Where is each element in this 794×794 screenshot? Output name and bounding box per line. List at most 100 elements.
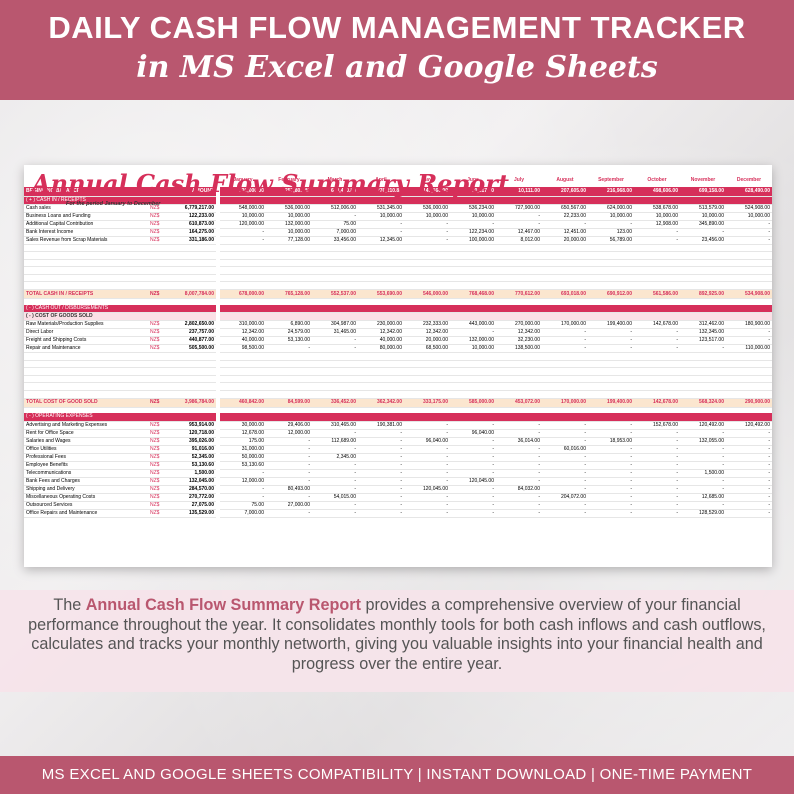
month-value: 190,381.00 [358, 421, 404, 430]
empty-cell [220, 266, 266, 275]
month-value: - [404, 509, 450, 518]
month-value: - [726, 509, 772, 518]
month-value: - [220, 493, 266, 502]
currency-cell: NZ$ [148, 477, 170, 486]
empty-cell [496, 259, 542, 268]
currency-cell: NZ$ [148, 461, 170, 470]
separator-cell [216, 244, 220, 252]
empty-cell [148, 259, 170, 268]
empty-cell [404, 390, 450, 399]
month-value: 553,690.00 [358, 289, 404, 300]
empty-cell [24, 244, 148, 253]
separator-cell [216, 196, 220, 204]
row-label: Raw Materials/Production Supplies [24, 320, 148, 330]
month-value: - [588, 445, 634, 454]
section-row: ( - ) OPERATING EXPENSES [24, 413, 772, 422]
empty-cell [358, 375, 404, 384]
month-value: 22,233.00 [542, 212, 588, 221]
empty-cell [170, 251, 216, 260]
month-value: - [680, 344, 726, 354]
table-row: Cash sales NZ$ 6,779,217.00 548,000.00 536,0… [24, 204, 772, 213]
empty-cell [148, 352, 170, 361]
table-row: Telecommunications NZ$ 1,500.00- - - - - - - - - -1… [24, 469, 772, 478]
empty-cell [588, 259, 634, 268]
empty-cell [680, 274, 726, 283]
beginning-value: 10,111.00 [496, 187, 542, 197]
empty-cell [496, 390, 542, 399]
empty-cell [148, 266, 170, 275]
month-value: - [358, 453, 404, 462]
month-value: 180,900.00 [726, 320, 772, 330]
month-value: 31,000.00 [220, 445, 266, 454]
empty-cell [220, 360, 266, 369]
currency-cell: NZ$ [148, 320, 170, 330]
month-value: 33,456.00 [312, 236, 358, 245]
month-value: - [588, 485, 634, 494]
month-value: - [266, 344, 312, 354]
beginning-label: BEGINNING BALANCE [24, 187, 170, 197]
table-row: Office Utilities NZ$ 91,016.00 31,000.00- - -… [24, 445, 772, 454]
separator-cell [216, 304, 220, 313]
month-value: - [634, 344, 680, 354]
empty-cell [148, 375, 170, 384]
month-value: 765,128.00 [266, 289, 312, 300]
separator-cell [216, 173, 220, 187]
month-value: 12,342.00 [358, 328, 404, 338]
month-value: 690,912.00 [588, 289, 634, 300]
month-value: - [726, 437, 772, 446]
empty-cell [220, 352, 266, 361]
month-value: 96,040.00 [450, 429, 496, 438]
month-value: 10,000.00 [450, 344, 496, 354]
separator-cell [216, 344, 220, 353]
empty-cell [148, 382, 170, 392]
month-value: 120,000.00 [220, 220, 266, 229]
currency-cell: NZ$ [148, 236, 170, 245]
month-value: - [404, 220, 450, 229]
row-label: Shipping and Delivery [24, 485, 148, 494]
month-value: - [634, 493, 680, 502]
month-value: - [404, 228, 450, 237]
row-label: Advertising and Marketing Expenses [24, 421, 148, 430]
month-value: - [588, 469, 634, 478]
month-value: 84,032.00 [496, 485, 542, 494]
month-value: - [634, 469, 680, 478]
beginning-value: 699,158.00 [680, 187, 726, 197]
amount-cell: 331,186.00 [170, 236, 216, 245]
separator-cell [216, 509, 220, 518]
month-value: - [588, 421, 634, 430]
row-label: Freight and Shipping Costs [24, 336, 148, 346]
description-bold: Annual Cash Flow Summary Report [85, 596, 361, 614]
month-value: 232,333.00 [404, 320, 450, 330]
empty-cell [726, 266, 772, 275]
separator-cell [216, 437, 220, 446]
month-value: - [450, 421, 496, 430]
month-value: 40,000.00 [358, 336, 404, 346]
month-value: 96,040.00 [404, 437, 450, 446]
month-value: 152,678.00 [634, 421, 680, 430]
separator-cell [216, 445, 220, 454]
beginning-balance-row: BEGINNING BALANCE AMOUNT 330,000.00 257,801… [24, 187, 772, 197]
table-row: Business Loans and Funding NZ$ 122,233.00 1… [24, 212, 772, 221]
month-header: September [598, 176, 624, 183]
empty-cell [312, 259, 358, 268]
empty-cell [404, 367, 450, 376]
month-value: 31,465.00 [312, 328, 358, 338]
table-row: Outsourced Services NZ$ 27,075.00 75.00 27,0… [24, 501, 772, 510]
empty-cell [496, 274, 542, 283]
month-value: 312,462.00 [680, 320, 726, 330]
empty-row [24, 360, 772, 369]
empty-cell [170, 382, 216, 392]
amount-cell: 270,772.00 [170, 493, 216, 502]
empty-cell [358, 244, 404, 253]
currency-cell: NZ$ [148, 469, 170, 478]
separator-cell [216, 289, 220, 299]
amount-cell: 8,007,784.00 [170, 289, 216, 300]
month-value: - [266, 469, 312, 478]
empty-cell [312, 266, 358, 275]
empty-cell [404, 274, 450, 283]
empty-cell [450, 259, 496, 268]
month-value: - [358, 429, 404, 438]
separator-cell [216, 367, 220, 376]
report-period: For the period January to December [66, 201, 161, 207]
table-row: Freight and Shipping Costs NZ$ 440,877.00 4… [24, 336, 772, 346]
